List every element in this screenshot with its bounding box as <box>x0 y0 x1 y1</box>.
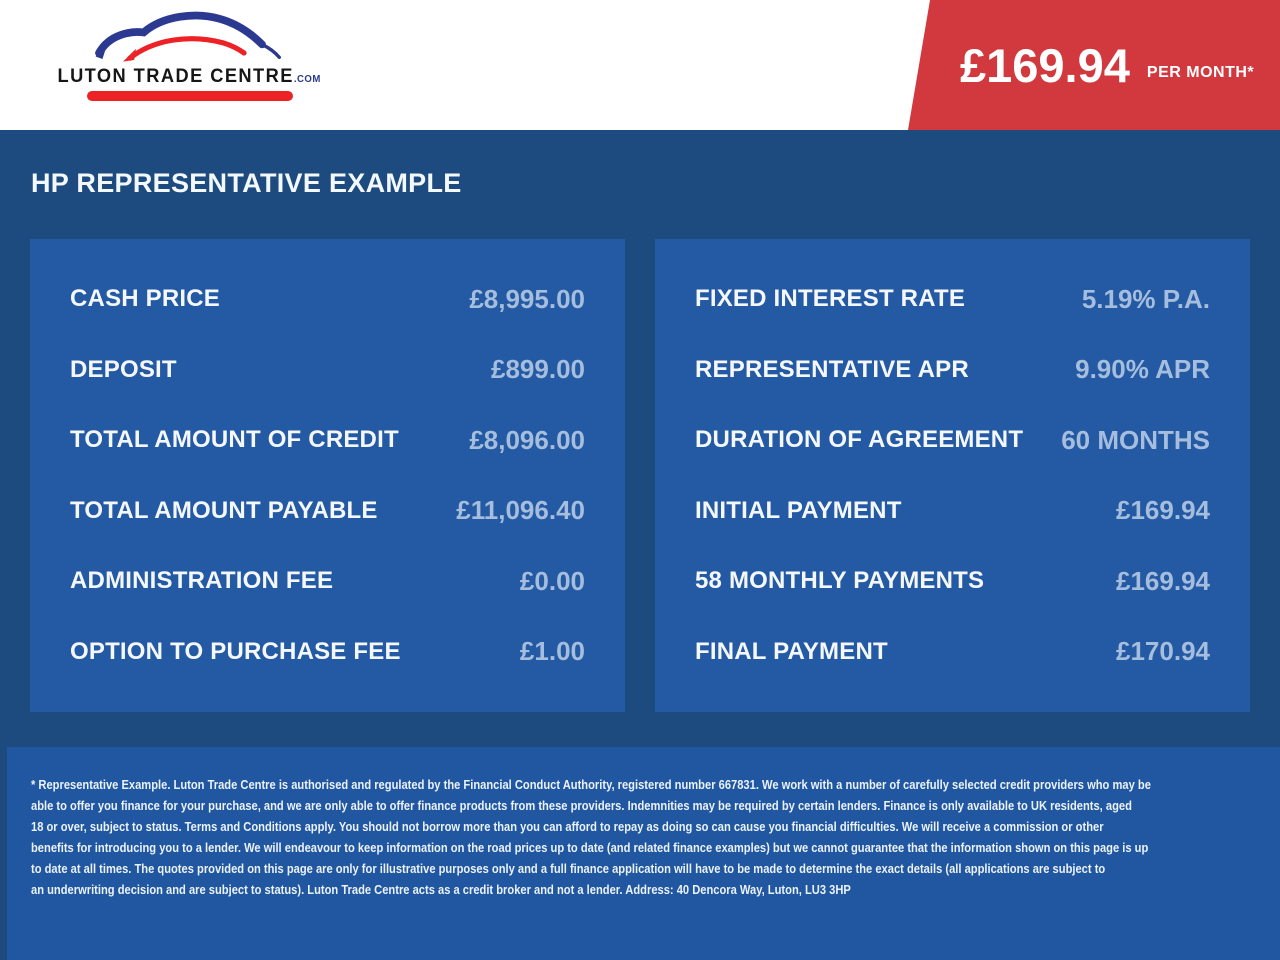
finance-row: FIXED INTEREST RATE 5.19% P.A. <box>695 265 1210 333</box>
finance-row-value: £170.94 <box>1116 636 1210 667</box>
finance-row-label: INITIAL PAYMENT <box>695 496 902 524</box>
finance-row-value: £899.00 <box>491 354 585 385</box>
price-banner: £169.94 PER MONTH* <box>908 0 1280 130</box>
footer-disclaimer: * Representative Example. Luton Trade Ce… <box>7 747 1280 960</box>
finance-row: FINAL PAYMENT £170.94 <box>695 618 1210 686</box>
finance-row-value: 9.90% APR <box>1075 354 1210 385</box>
finance-row: TOTAL AMOUNT OF CREDIT £8,096.00 <box>70 406 585 474</box>
finance-row-value: £1.00 <box>519 636 585 667</box>
finance-row-label: FINAL PAYMENT <box>695 637 888 665</box>
disclaimer-line: an underwriting decision and are subject… <box>31 882 851 897</box>
finance-row-value: £169.94 <box>1116 495 1210 526</box>
finance-left-panel: CASH PRICE £8,995.00 DEPOSIT £899.00 TOT… <box>30 239 625 712</box>
disclaimer-line: * Representative Example. Luton Trade Ce… <box>31 777 1151 792</box>
finance-row: DEPOSIT £899.00 <box>70 336 585 404</box>
logo-car-icon <box>87 10 293 72</box>
logo-text: LUTON TRADE CENTRE.COM <box>57 66 322 87</box>
finance-row: 58 MONTHLY PAYMENTS £169.94 <box>695 547 1210 615</box>
finance-row: ADMINISTRATION FEE £0.00 <box>70 547 585 615</box>
finance-right-panel: FIXED INTEREST RATE 5.19% P.A. REPRESENT… <box>655 239 1250 712</box>
finance-row-label: DURATION OF AGREEMENT <box>695 426 1024 454</box>
finance-row-value: 5.19% P.A. <box>1081 283 1210 314</box>
logo-suffix: .COM <box>294 74 322 85</box>
disclaimer-line: benefits for introducing you to a lender… <box>31 840 1149 855</box>
finance-row-label: CASH PRICE <box>70 285 221 312</box>
finance-row: CASH PRICE £8,995.00 <box>70 265 585 333</box>
finance-row-value: £8,995.00 <box>469 283 585 314</box>
finance-row: INITIAL PAYMENT £169.94 <box>695 477 1210 545</box>
finance-row-label: REPRESENTATIVE APR <box>695 355 969 383</box>
finance-row-label: DEPOSIT <box>70 355 177 383</box>
disclaimer-line: 18 or over, subject to status. Terms and… <box>31 819 1104 834</box>
finance-row-value: £169.94 <box>1116 565 1210 596</box>
finance-row: OPTION TO PURCHASE FEE £1.00 <box>70 618 585 686</box>
finance-panels: CASH PRICE £8,995.00 DEPOSIT £899.00 TOT… <box>30 239 1250 712</box>
page-title: HP REPRESENTATIVE EXAMPLE <box>31 168 462 198</box>
disclaimer-line: able to offer you finance for your purch… <box>31 798 1132 813</box>
finance-row: DURATION OF AGREEMENT 60 MONTHS <box>695 406 1210 474</box>
finance-row: REPRESENTATIVE APR 9.90% APR <box>695 336 1210 404</box>
finance-row-value: £0.00 <box>519 565 585 596</box>
logo[interactable]: LUTON TRADE CENTRE.COM <box>58 10 321 101</box>
finance-row: TOTAL AMOUNT PAYABLE £11,096.40 <box>70 477 585 545</box>
finance-row-label: FIXED INTEREST RATE <box>695 285 966 312</box>
finance-row-value: £11,096.40 <box>456 495 585 526</box>
finance-row-label: ADMINISTRATION FEE <box>70 567 334 595</box>
finance-row-label: 58 MONTHLY PAYMENTS <box>695 567 985 595</box>
logo-underline <box>86 91 293 101</box>
header: LUTON TRADE CENTRE.COM £169.94 PER MONTH… <box>0 0 1280 130</box>
finance-row-label: TOTAL AMOUNT OF CREDIT <box>70 426 399 454</box>
finance-row-value: £8,096.00 <box>469 424 585 455</box>
price-amount: £169.94 <box>960 38 1130 92</box>
finance-row-label: TOTAL AMOUNT PAYABLE <box>70 496 378 524</box>
finance-row-value: 60 MONTHS <box>1061 424 1210 455</box>
price-period: PER MONTH* <box>1146 64 1255 81</box>
disclaimer-line: to date at all times. The quotes provide… <box>31 861 1106 876</box>
finance-row-label: OPTION TO PURCHASE FEE <box>70 637 401 665</box>
